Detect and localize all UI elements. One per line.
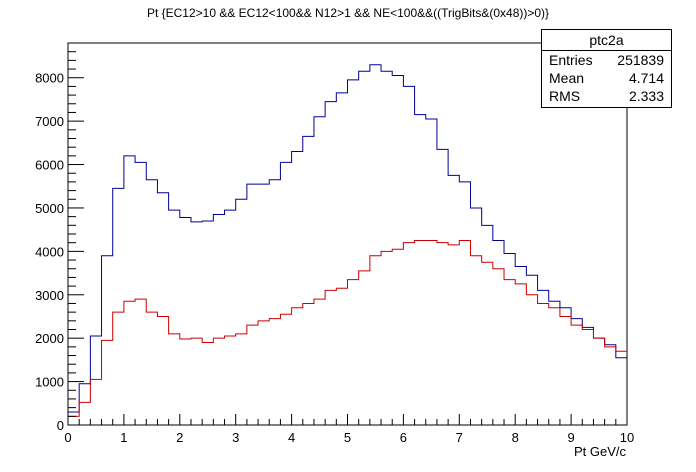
y-tick-label: 8000 [35, 71, 64, 86]
stats-box: ptc2a Entries 251839 Mean 4.714 RMS 2.33… [541, 29, 672, 108]
x-tick-label: 8 [512, 430, 519, 445]
x-tick-label: 4 [288, 430, 295, 445]
stats-row-rms: RMS 2.333 [542, 87, 671, 105]
x-tick-label: 6 [400, 430, 407, 445]
stats-row-mean: Mean 4.714 [542, 69, 671, 87]
histogram-series-0 [68, 64, 627, 413]
y-tick-label: 0 [57, 418, 64, 433]
y-tick-label: 7000 [35, 114, 64, 129]
y-tick-label: 6000 [35, 158, 64, 173]
y-tick-label: 4000 [35, 244, 64, 259]
y-tick-label: 2000 [35, 331, 64, 346]
histogram-series-1 [68, 240, 627, 417]
chart-title: Pt {EC12>10 && EC12<100&& N12>1 && NE<10… [146, 6, 550, 20]
y-tick-label: 3000 [35, 288, 64, 303]
stats-label: RMS [549, 88, 581, 104]
stats-value: 2.333 [628, 88, 664, 104]
x-tick-label: 1 [120, 430, 127, 445]
x-tick-label: 10 [620, 430, 634, 445]
stats-value: 4.714 [628, 70, 664, 86]
y-tick-label: 1000 [35, 375, 64, 390]
stats-value: 251839 [617, 52, 664, 68]
stats-box-title: ptc2a [542, 30, 671, 51]
x-tick-label: 7 [456, 430, 463, 445]
x-tick-label: 3 [232, 430, 239, 445]
stats-label: Entries [549, 52, 593, 68]
stats-label: Mean [549, 70, 585, 86]
y-tick-label: 5000 [35, 201, 64, 216]
x-tick-label: 2 [176, 430, 183, 445]
x-tick-label: 0 [64, 430, 71, 445]
stats-row-entries: Entries 251839 [542, 51, 671, 69]
x-axis-label: Pt GeV/c [573, 444, 626, 459]
x-tick-label: 5 [344, 430, 351, 445]
x-tick-label: 9 [567, 430, 574, 445]
